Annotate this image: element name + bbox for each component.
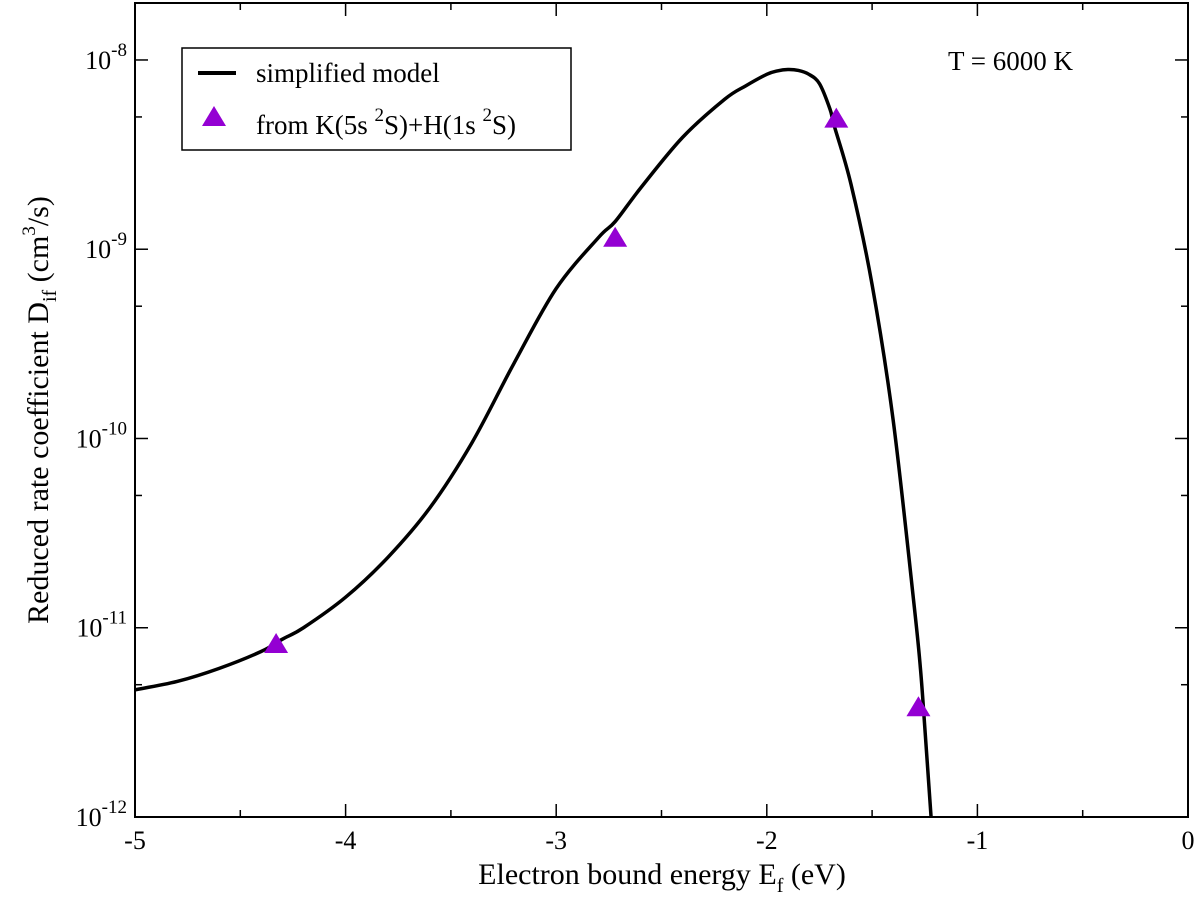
data-point-triangle [603, 226, 628, 247]
x-tick-label: -5 [124, 826, 146, 855]
legend-box [181, 47, 572, 151]
legend: simplified model from K(5s 2S)+H(1s 2S) [181, 47, 572, 151]
data-point-triangle [906, 696, 931, 717]
svg-text:Reduced rate coefficient Dif (: Reduced rate coefficient Dif (cm3/s) [19, 196, 61, 624]
series-line-simplified-model [134, 67, 933, 818]
legend-triangle-marker [202, 106, 226, 126]
x-tick-label: 0 [1182, 826, 1195, 855]
data-point-triangle [824, 107, 849, 128]
series-layer [134, 67, 933, 818]
y-tick-label: 10-9 [85, 229, 127, 264]
legend-label-simplified-model: simplified model [256, 58, 440, 88]
temperature-annotation: T = 6000 K [948, 46, 1073, 76]
y-tick-label: 10-8 [85, 40, 127, 75]
y-tick-label: 10-12 [76, 797, 127, 832]
x-axis-label: Electron bound energy Ef (eV) [478, 858, 846, 897]
x-tick-label: -3 [545, 826, 567, 855]
x-tick-label: -4 [335, 826, 357, 855]
svg-text:Electron bound energy Ef (eV): Electron bound energy Ef (eV) [478, 858, 846, 897]
x-tick-label: -1 [967, 826, 989, 855]
y-axis-label: Reduced rate coefficient Dif (cm3/s) [19, 196, 61, 624]
ticks-layer: -5 -4 -3 -2 -1 0 10-12 10-11 10-10 10-9 10-8 [76, 3, 1195, 855]
y-tick-label: 10-10 [76, 418, 127, 453]
x-tick-label: -2 [756, 826, 778, 855]
legend-label-from-k5s: from K(5s 2S)+H(1s 2S) [256, 105, 516, 140]
data-point-triangle [264, 633, 289, 654]
y-tick-label: 10-11 [76, 608, 127, 643]
